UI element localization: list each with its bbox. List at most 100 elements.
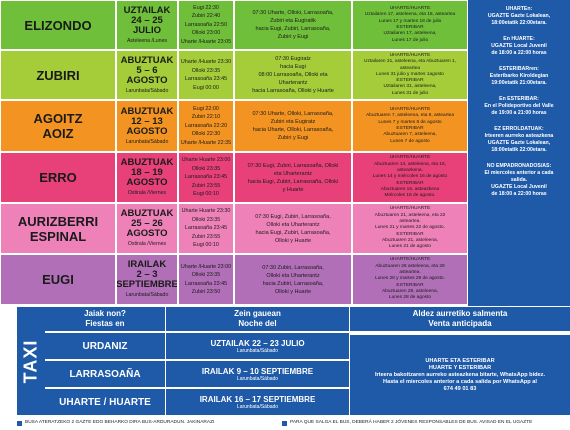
taxi-date-text: IRAILAK 16 – 17 SEPTIEMBRE	[199, 394, 316, 404]
info-line: Irteeren aurreko asteazkena	[484, 133, 554, 139]
ticket-sale-dates: UHARTE/HUARTE Abuztuaren 21, asteleena, e…	[352, 203, 468, 254]
dates-line: AGOSTO	[126, 177, 168, 188]
taxi-date-text: IRAILAK 9 – 10 SEPTIEMBRE	[201, 366, 314, 376]
info-block: UHARTEn: UGAZTE Gazte Lokalean, 18:00etati…	[472, 6, 566, 27]
weekday-text: Larunbata/Sábado	[125, 292, 169, 298]
taxi-section: TAXI Jaiak non? Fiestas en Zein gauean Noc…	[0, 307, 570, 415]
dates-line: ABUZTUAK	[120, 54, 174, 66]
taxi-label: TAXI	[20, 339, 41, 383]
route-line: hacia Zubiri, Larrasoaña,	[262, 280, 324, 287]
fiesta-name-line: AGOITZ	[33, 111, 83, 126]
sale-line: Abuztuaren 28 asteleena, eta 29	[375, 263, 445, 269]
footer-note-es: PARA QUE SALGA EL BUS, DEBERÁ HABER 2 JÓ…	[282, 420, 532, 426]
schedule-row: ZUBIRI ABUZTUAK 5 – 6 AGOSTO Larunbata/Sábad…	[0, 50, 468, 100]
dates-text: ABUZTUAK 12 – 13 AGOSTO	[121, 106, 174, 137]
dates-text: ABUZTUAK 5 – 6 AGOSTO	[120, 54, 174, 86]
fiesta-name: AURIZBERRI ESPINAL	[0, 203, 116, 254]
sale-line: asteazkena.	[397, 168, 423, 174]
fiesta-name-line: ZUBIRI	[36, 67, 80, 83]
fiesta-name: EUGI	[0, 254, 116, 305]
schedule-line: Eugi 00:10	[193, 191, 219, 198]
dates-line: 25 – 26	[131, 218, 163, 229]
info-line: Esteribarko Kiroldegian	[489, 73, 549, 79]
schedule-line: Eugi 00:00	[193, 84, 219, 91]
dates-text: ABUZTUAK 18 – 19 AGOSTO	[121, 158, 174, 188]
taxi-fiesta-date: IRAILAK 16 – 17 SEPTIEMBRE Larunbata/Sába…	[166, 387, 350, 415]
route-line: 07:30 Eugiratz	[275, 56, 311, 62]
taxi-weekday-text: Larunbata/Sábado	[236, 403, 279, 410]
schedule-line: Uharte Huarte 23:30	[181, 208, 231, 215]
return-schedule: Uharte /Huarte 23:00 Olloki 23:35 Larrasoa…	[178, 254, 234, 305]
sale-line: Abuztuaren 7, asteleena, eta 8, astearte…	[365, 113, 454, 119]
sale-line: UHARTE/HUARTE	[389, 6, 431, 12]
schedule-row: ELIZONDO UZTAILAK 24 – 25 JULIO Asteleena /L…	[0, 0, 468, 50]
schedule-line: Zubiri 22:40	[191, 13, 221, 20]
sale-line: UHARTE/HUARTE	[389, 257, 431, 263]
schedule-line: Larrasoaña 23:45	[184, 280, 228, 287]
footer-text-es: PARA QUE SALGA EL BUS, DEBERÁ HABER 2 JÓ…	[290, 420, 533, 425]
ticket-info-column: UHARTEn: UGAZTE Gazte Lokalean, 18:00etati…	[468, 0, 570, 306]
info-line: NO EMPADRONADOS/AS:	[486, 163, 552, 169]
info-line: El miercoles anterior a cada	[484, 170, 554, 176]
schedule-line: Zubiri 23:55	[191, 182, 221, 189]
return-schedule: Uharte Huarte 23:00 Olloki 23:35 Larrasoañ…	[178, 152, 234, 203]
fiesta-name-line: ESPINAL	[29, 228, 87, 244]
route-line: Olloki y Huarte	[274, 237, 312, 244]
sale-line: Abuztuaren 21, asteleena,	[381, 237, 438, 243]
taxi-fiesta-name: URDANIZ	[45, 331, 166, 359]
header-fiestas: Jaiak non? Fiestas en	[45, 307, 166, 331]
route-line: Zubiri y Eugi	[277, 135, 309, 141]
schedule-line: Zubiri 22:10	[191, 114, 221, 121]
sale-line: ESTERIBAR	[396, 78, 424, 84]
schedule-line: Olloki 23:35	[191, 216, 221, 223]
footer-note-eu: BUSA ATERATZEKO 2 GAZTE EDO BEHARKO DIRA…	[17, 420, 214, 426]
info-block: NO EMPADRONADOS/AS: El miercoles anterior…	[472, 163, 566, 198]
info-block: EZ ERROLDATUAK: Irteeren aurreko asteazke…	[472, 126, 566, 154]
sale-line: asteartea	[399, 65, 420, 71]
morning-route: 07:30 Uharte, Olloki, Larrasoaña, Zubiri …	[234, 100, 352, 152]
info-line: UGAZTE Gazte Lokalean,	[487, 140, 551, 146]
schedule-row: EUGI IRAILAK 2 – 3 SEPTIEMBRE Larunbata/Sába…	[0, 254, 468, 305]
route-line: Olloki eta Uharterantz	[266, 272, 320, 279]
route-line: eta Uharterantz	[274, 170, 312, 177]
header-noche: Zein gauean Noche del	[166, 307, 350, 331]
return-schedule: Eugi 22:00 Zubiri 22:10 Larrasoaña 22:20 Ol…	[178, 100, 234, 152]
sale-line: ESTERIBAR	[396, 282, 424, 288]
info-line: En HUARTE:	[503, 36, 535, 42]
fiesta-name: ZUBIRI	[0, 50, 116, 100]
info-line: UGAZTE Local Juvenil	[491, 43, 547, 49]
schedule-line: Larrasoaña 23:45	[184, 225, 228, 232]
schedule-line: Eugi 22:00	[193, 105, 219, 112]
info-line: 18:00etatik 22:00etara.	[491, 20, 547, 26]
sale-line: HUARTE Y ESTERIBAR	[428, 364, 492, 371]
dates-line: 12 – 13	[131, 115, 163, 127]
sale-line: UHARTE/HUARTE	[389, 52, 431, 58]
fiesta-name: ELIZONDO	[0, 0, 116, 50]
sale-line: Abuztuaren 14, asteleena, eta 16,	[373, 161, 446, 167]
schedule-row: ERRO ABUZTUAK 18 – 19 AGOSTO Ostirala /Viern…	[0, 152, 468, 203]
sale-line: Uztailaren 31, asteleena,	[383, 84, 437, 90]
ticket-sale-dates: UHARTE/HUARTE Abuztuaren 7, asteleena, et…	[352, 100, 468, 152]
route-line: hacia Eugi	[280, 64, 306, 70]
sale-line: Irteera bakoitzaren aurreko asteazkena b…	[374, 371, 546, 378]
info-line: de 18:00 a 22:00 horas	[491, 50, 547, 56]
sale-line: Lunes 14 y miércoles 16 de agosto	[372, 174, 448, 180]
sale-line: Abuztuaren 28, asteleena,	[381, 288, 438, 294]
sale-line: Lunes 31 de julio	[391, 90, 429, 96]
bullet-square-icon	[282, 421, 287, 426]
sale-line: Abuztuaren 16, asteazkena	[380, 186, 440, 192]
info-line: de 18:00 a 22:00 horas	[491, 191, 547, 197]
weekday-text: Larunbata/Sábado	[125, 138, 169, 145]
info-block: En HUARTE: UGAZTE Local Juvenil de 18:00 a…	[472, 36, 566, 57]
taxi-weekday-text: Larunbata/Sábado	[236, 347, 279, 354]
sale-line: ESTERIBAR	[396, 25, 424, 30]
dates-line: 5 – 6	[136, 64, 158, 76]
fiesta-dates: IRAILAK 2 – 3 SEPTIEMBRE Larunbata/Sábado	[116, 254, 178, 305]
schedule-line: Uharte /Huarte 23:30	[180, 59, 232, 65]
header-line: Jaiak non?	[84, 309, 126, 318]
dates-line: SEPTIEMBRE	[116, 279, 178, 290]
route-line: 07:30 Uharte, Olloki, Larrasoaña,	[252, 10, 334, 16]
dates-line: AGOSTO	[126, 228, 168, 239]
sale-line: Lunes 7 y martes 8 de agosto	[378, 119, 442, 125]
taxi-date-text: UZTAILAK 22 – 23 JULIO	[210, 338, 305, 348]
